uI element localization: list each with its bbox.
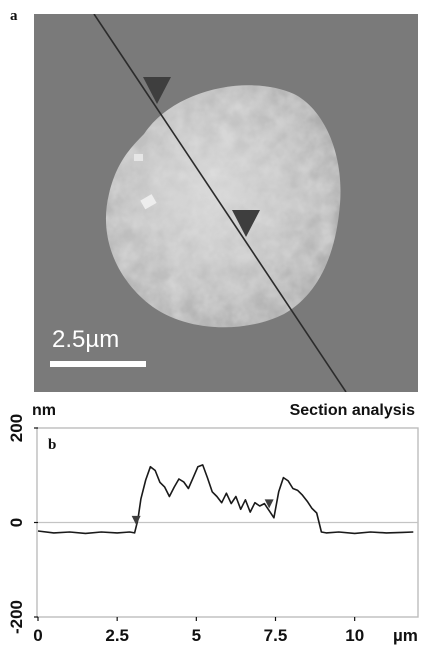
afm-height-image: 2.5µm bbox=[34, 14, 418, 392]
profile-trace-0 bbox=[37, 464, 414, 535]
afm-particle-texture bbox=[105, 85, 341, 328]
afm-bright-spot bbox=[134, 154, 143, 161]
x-tick-label: 7.5 bbox=[264, 626, 288, 645]
panel-a-label: a bbox=[10, 8, 18, 24]
chart-title: Section analysis bbox=[290, 402, 415, 419]
scale-bar-label: 2.5µm bbox=[52, 326, 119, 353]
profile-marker-2 bbox=[264, 499, 274, 509]
x-tick-label: 0 bbox=[33, 626, 42, 645]
section-marker-2 bbox=[232, 210, 260, 237]
x-tick-label: 10 bbox=[345, 626, 364, 645]
y-tick-labels: 200 0 -200 bbox=[7, 414, 38, 634]
x-tick-labels: 0 2.5 5 7.5 10 bbox=[33, 617, 364, 645]
y-tick-label: 200 bbox=[7, 414, 26, 442]
x-tick-label: 2.5 bbox=[105, 626, 129, 645]
section-profile-chart: nm Section analysis b 200 0 -200 0 2.5 5 7.5 1… bbox=[7, 402, 419, 645]
y-tick-label: 0 bbox=[7, 518, 26, 527]
section-line bbox=[93, 14, 347, 392]
plot-layer bbox=[37, 464, 418, 535]
afm-bright-spot bbox=[140, 194, 157, 210]
panel-b-label: b bbox=[48, 437, 56, 453]
section-marker-1 bbox=[143, 77, 171, 104]
y-unit-label: nm bbox=[32, 402, 56, 419]
y-tick-label: -200 bbox=[7, 600, 26, 634]
profile-marker-1 bbox=[131, 515, 141, 525]
x-tick-label: 5 bbox=[192, 626, 201, 645]
scale-bar bbox=[50, 361, 146, 367]
x-unit-label: µm bbox=[393, 626, 418, 645]
